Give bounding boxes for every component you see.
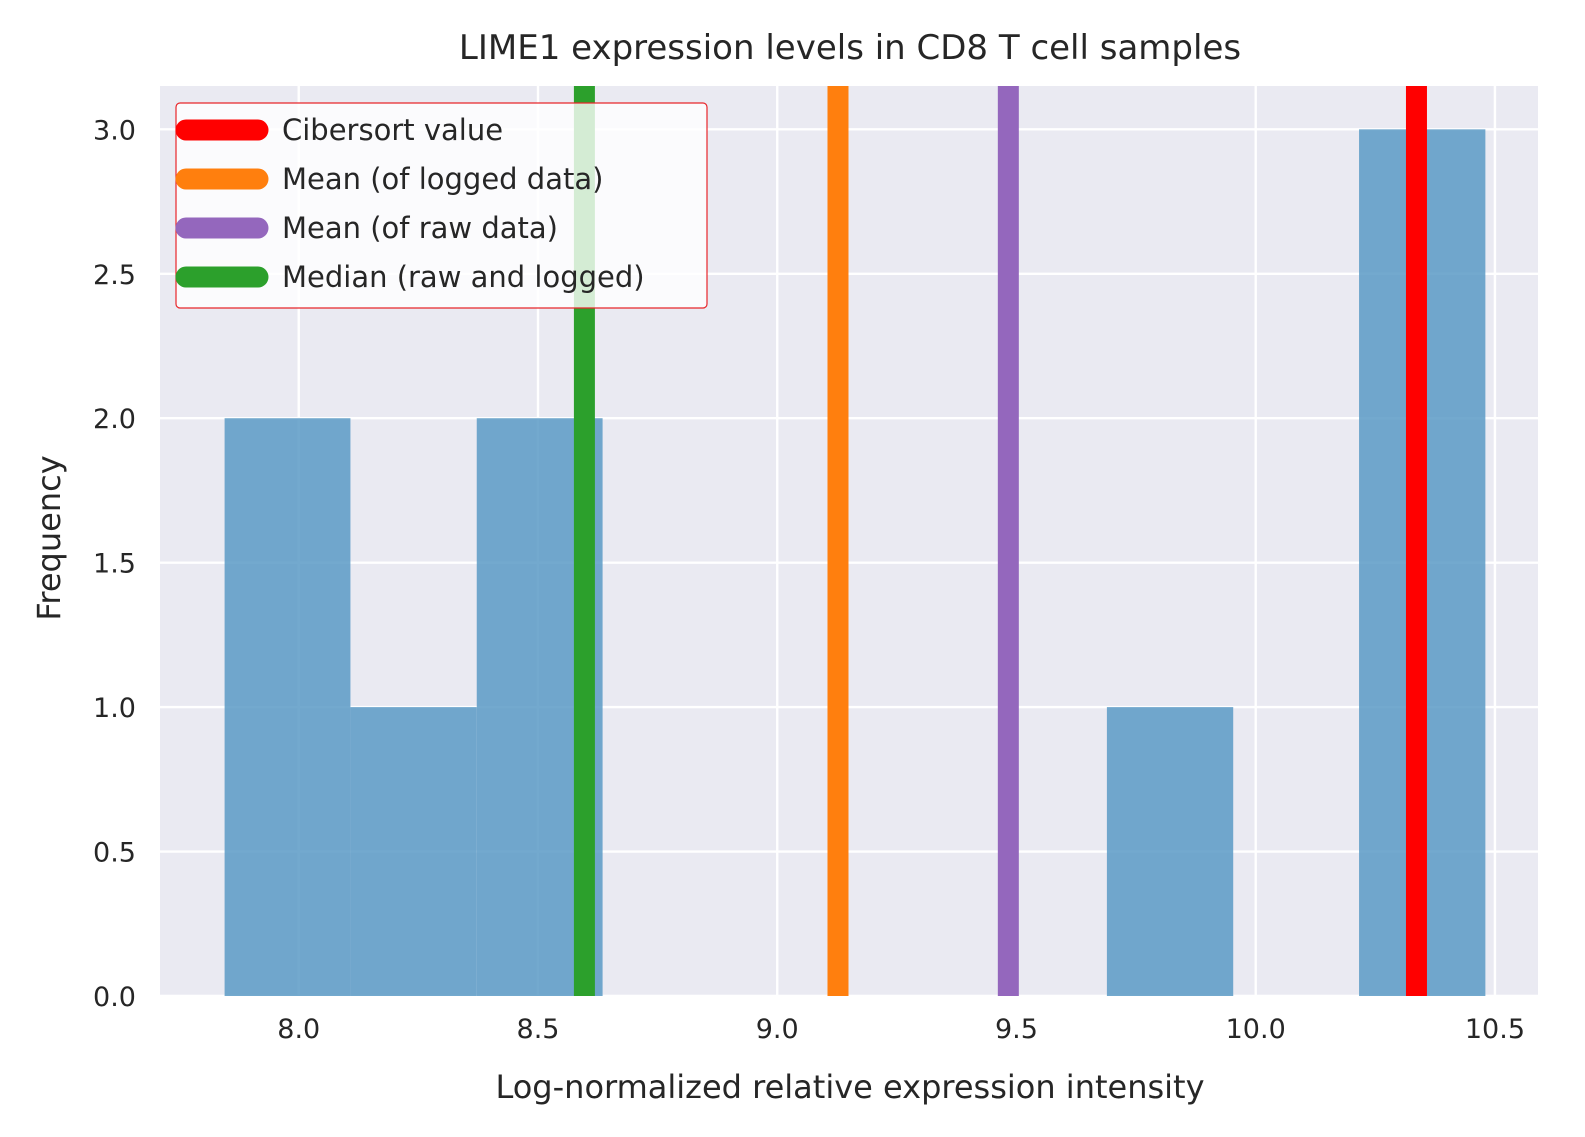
chart-title: LIME1 expression levels in CD8 T cell sa… (459, 28, 1241, 68)
histogram-bar (350, 707, 477, 996)
y-tick-label: 1.5 (93, 549, 136, 580)
x-tick-label: 9.5 (995, 1014, 1038, 1045)
x-tick-label: 9.0 (756, 1014, 799, 1045)
legend-label: Mean (of logged data) (282, 162, 603, 196)
legend-item: Mean (of raw data) (175, 211, 558, 245)
legend: Cibersort value Mean (of logged data) Mean… (175, 102, 708, 309)
x-tick-label: 8.5 (517, 1014, 560, 1045)
legend-item: Median (raw and logged) (175, 260, 645, 294)
y-tick-label: 0.5 (93, 838, 136, 869)
y-tick-label: 2.5 (93, 260, 136, 291)
y-tick-label: 1.0 (93, 693, 136, 724)
histogram-bar (1106, 707, 1234, 996)
legend-box (175, 102, 708, 309)
reference-lines (573, 86, 1427, 996)
legend-label: Median (raw and logged) (282, 260, 645, 294)
tick-labels: 8.0 8.5 9.0 9.5 10.0 10.5 0.0 0.5 1.0 1.5 2.0 2.5 3.… (93, 115, 1525, 1045)
legend-label: Mean (of raw data) (282, 211, 558, 245)
y-tick-label: 3.0 (93, 115, 136, 146)
x-tick-label: 10.5 (1465, 1014, 1525, 1045)
x-tick-label: 10.0 (1226, 1014, 1286, 1045)
y-tick-label: 2.0 (93, 404, 136, 435)
x-axis-label: Log-normalized relative expression inten… (495, 1068, 1204, 1106)
histogram-bar (224, 418, 351, 996)
legend-item: Mean (of logged data) (175, 162, 603, 196)
y-axis-label: Frequency (30, 455, 68, 620)
legend-label: Cibersort value (282, 113, 503, 147)
y-tick-label: 0.0 (93, 982, 136, 1013)
legend-item: Cibersort value (175, 113, 503, 147)
x-tick-label: 8.0 (277, 1014, 320, 1045)
